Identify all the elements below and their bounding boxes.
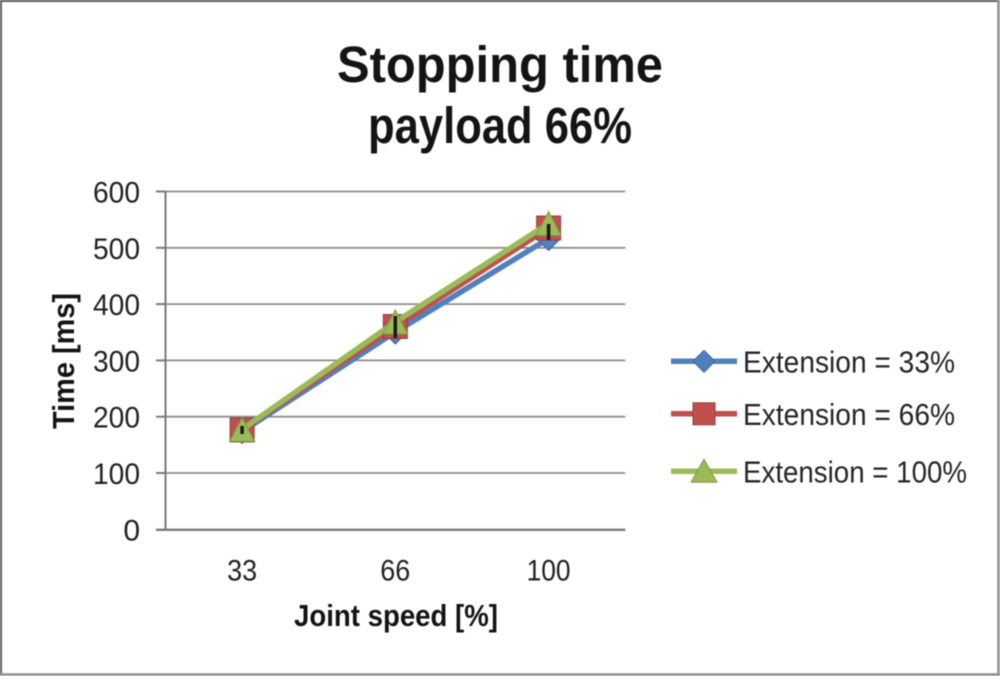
svg-text:0: 0: [123, 514, 140, 547]
svg-text:Extension = 100%: Extension = 100%: [743, 455, 967, 490]
svg-text:Extension = 66%: Extension = 66%: [743, 397, 955, 432]
svg-text:Time [ms]: Time [ms]: [46, 293, 81, 429]
svg-text:100: 100: [527, 555, 571, 588]
svg-text:100: 100: [93, 458, 140, 491]
svg-text:payload 66%: payload 66%: [368, 97, 632, 154]
svg-text:500: 500: [93, 233, 140, 266]
svg-text:Extension = 33%: Extension = 33%: [743, 345, 955, 380]
svg-text:Stopping time: Stopping time: [337, 36, 663, 93]
svg-text:400: 400: [93, 289, 140, 322]
svg-text:600: 600: [93, 177, 140, 210]
svg-text:200: 200: [93, 402, 140, 435]
svg-text:Joint speed [%]: Joint speed [%]: [294, 598, 498, 633]
svg-text:66: 66: [380, 555, 410, 588]
svg-text:33: 33: [227, 555, 257, 588]
svg-text:300: 300: [93, 345, 140, 378]
